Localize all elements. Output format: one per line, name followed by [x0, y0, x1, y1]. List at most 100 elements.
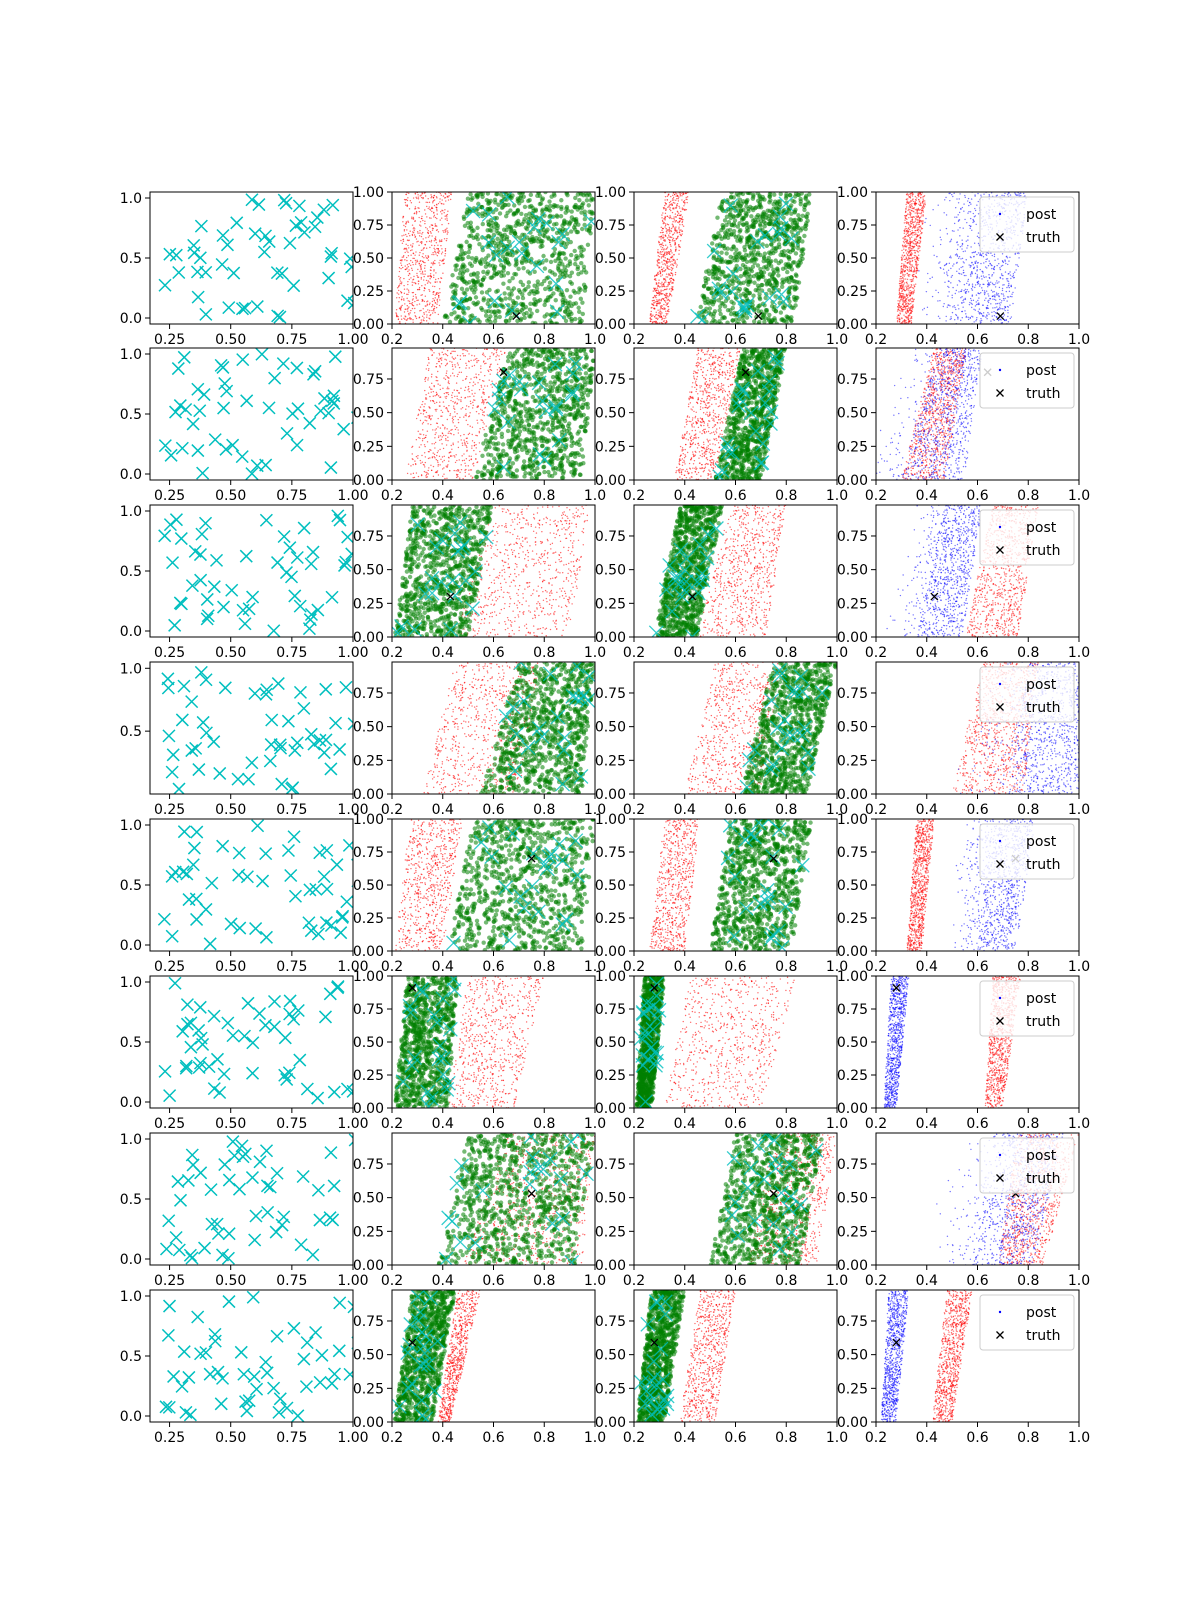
post-point-red — [909, 274, 911, 276]
post-point-blue — [965, 316, 967, 318]
post-point-red — [909, 258, 911, 260]
post-point-red — [658, 252, 660, 254]
post-point-red — [910, 200, 913, 202]
post-point-red — [444, 231, 447, 233]
post-point-red — [914, 225, 917, 228]
post-point-blue — [932, 209, 934, 211]
post-point-red — [922, 196, 924, 198]
post-point-red — [428, 281, 430, 283]
post-point-red — [422, 249, 424, 251]
post-point-red — [668, 226, 671, 229]
post-point-green — [719, 227, 724, 233]
post-point-red — [674, 260, 676, 262]
post-point-green — [784, 276, 789, 282]
sample-point — [277, 193, 291, 207]
post-point-red — [407, 221, 410, 223]
post-point-red — [422, 238, 424, 240]
post-point-green — [712, 264, 717, 270]
sample-point — [292, 199, 306, 213]
post-point-red — [657, 309, 659, 311]
post-point-green — [558, 213, 564, 219]
post-point-red — [398, 301, 400, 303]
post-point-red — [681, 218, 683, 221]
post-point-red — [417, 207, 419, 209]
post-point-red — [429, 269, 432, 271]
post-point-red — [419, 221, 422, 223]
post-point-green — [735, 224, 741, 229]
y-tick-label: 1.00 — [353, 185, 384, 201]
post-point-red — [681, 195, 683, 197]
post-point-red — [666, 253, 668, 256]
post-point-red — [674, 249, 677, 251]
post-point-red — [400, 291, 403, 294]
post-point-red — [676, 202, 679, 205]
post-point-green — [529, 203, 534, 209]
post-point-green — [756, 204, 762, 210]
post-point-blue — [1018, 257, 1020, 259]
post-point-red — [433, 214, 436, 217]
post-point-green — [537, 201, 543, 207]
post-point-blue — [1009, 256, 1011, 259]
post-point-red — [410, 244, 412, 246]
post-point-red — [905, 256, 907, 258]
sample-point — [340, 294, 353, 308]
post-point-red — [661, 248, 663, 251]
post-point-red — [902, 302, 904, 305]
post-point-red — [409, 264, 412, 267]
sample-point — [554, 226, 570, 242]
post-point-blue — [1006, 305, 1009, 308]
post-point-green — [762, 251, 768, 256]
post-point-red — [405, 221, 407, 223]
post-point-red — [903, 222, 906, 224]
post-point-blue — [991, 282, 994, 285]
post-point-red — [408, 247, 410, 249]
post-point-red — [401, 296, 403, 298]
post-point-green — [458, 254, 463, 259]
post-point-red — [432, 308, 435, 310]
post-point-red — [447, 199, 450, 201]
x-tick-label: 0.8 — [533, 332, 555, 348]
post-point-blue — [986, 314, 988, 316]
post-point-green — [712, 319, 718, 324]
post-point-red — [424, 264, 426, 267]
post-point-red — [446, 230, 449, 232]
post-point-green — [736, 213, 741, 218]
post-point-red — [443, 231, 445, 233]
post-point-red — [914, 229, 916, 232]
post-point-red — [924, 200, 926, 202]
post-point-red — [905, 265, 908, 267]
post-point-blue — [976, 274, 979, 276]
post-point-red — [421, 233, 423, 235]
post-point-red — [910, 222, 913, 225]
post-point-red — [908, 266, 911, 268]
post-point-green — [576, 222, 581, 227]
sample-point — [158, 278, 172, 292]
post-point-red — [399, 278, 401, 280]
post-point-blue — [959, 245, 962, 248]
post-point-red — [414, 236, 416, 239]
post-point-red — [666, 276, 669, 278]
post-point-green — [736, 234, 741, 239]
post-point-blue — [983, 276, 985, 279]
sample-point — [773, 220, 789, 236]
post-point-green — [519, 307, 525, 313]
post-point-red — [401, 259, 403, 261]
post-point-blue — [976, 204, 978, 206]
post-point-red — [656, 322, 659, 324]
post-point-red — [908, 287, 910, 289]
post-point-blue — [988, 260, 990, 262]
post-point-blue — [1000, 308, 1002, 310]
post-point-red — [660, 290, 662, 292]
post-point-red — [408, 269, 410, 271]
post-point-green — [553, 258, 558, 264]
post-point-red — [438, 304, 441, 307]
post-point-green — [783, 195, 789, 201]
post-point-green — [483, 212, 488, 218]
post-point-green — [526, 280, 532, 285]
post-point-red — [900, 258, 903, 261]
post-point-red — [909, 222, 911, 224]
post-point-green — [507, 296, 512, 301]
post-point-red — [660, 292, 663, 295]
post-point-red — [427, 229, 430, 232]
sample-point — [215, 257, 229, 272]
